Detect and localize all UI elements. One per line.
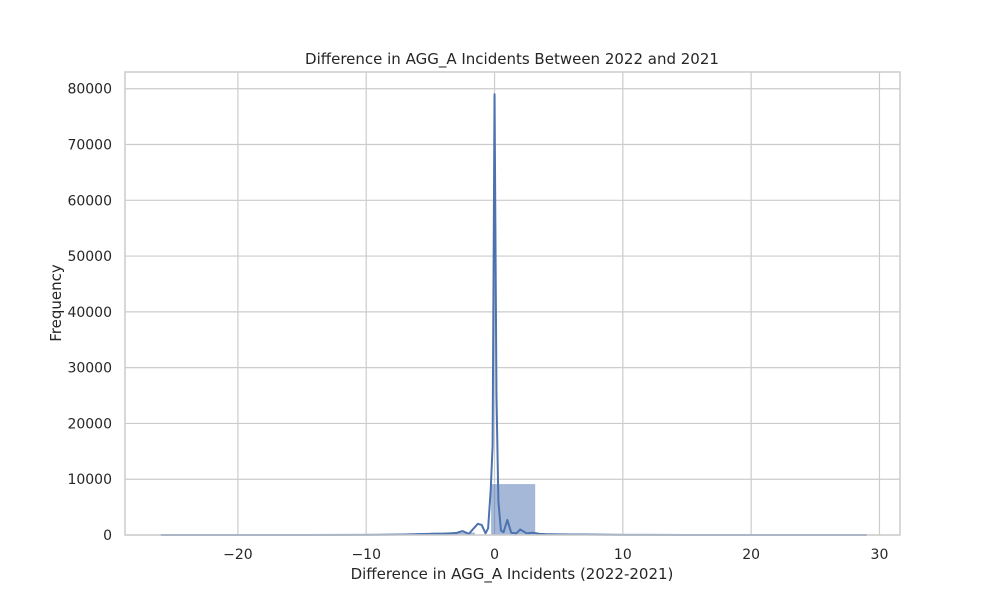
y-tick-label: 0 [103,528,112,544]
grid-lines [125,72,900,536]
y-tick-label: 50000 [67,249,112,265]
x-axis-ticks: −20 −10 0 10 20 30 [223,547,888,563]
x-tick-label: 20 [742,547,760,563]
y-tick-label: 80000 [67,82,112,98]
y-tick-label: 20000 [67,416,112,432]
y-axis-label: Frequency [47,264,65,342]
y-tick-label: 10000 [67,472,112,488]
x-tick-label: 30 [871,547,889,563]
chart-title: Difference in AGG_A Incidents Between 20… [305,50,719,69]
y-tick-label: 70000 [67,138,112,154]
x-tick-label: 0 [490,547,499,563]
kde-line [160,93,867,536]
y-axis-ticks: 0 10000 20000 30000 40000 50000 60000 70000 8000… [67,82,112,544]
x-tick-label: −10 [351,547,381,563]
x-axis-label: Difference in AGG_A Incidents (2022-2021… [351,565,674,584]
histogram-bars [160,483,868,536]
y-tick-label: 40000 [67,305,112,321]
x-tick-label: −20 [223,547,253,563]
plot-frame [124,71,901,536]
y-tick-label: 60000 [67,193,112,209]
kde-line-layer [160,93,867,536]
y-tick-label: 30000 [67,361,112,377]
x-tick-label: 10 [614,547,632,563]
